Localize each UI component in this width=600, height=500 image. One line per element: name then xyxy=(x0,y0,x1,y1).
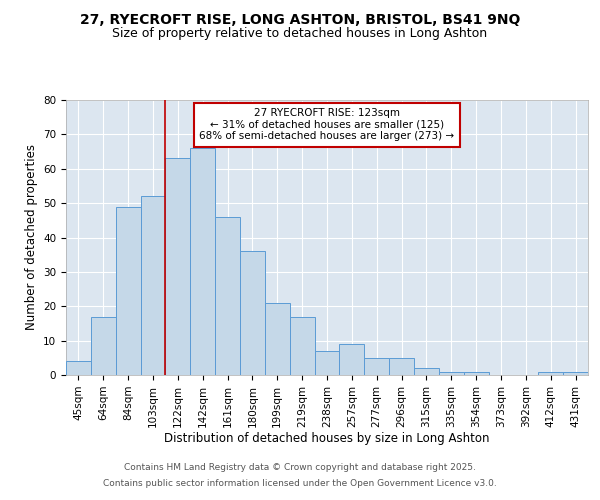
Bar xyxy=(563,372,588,375)
Bar xyxy=(290,316,314,375)
Bar xyxy=(166,158,190,375)
Text: Size of property relative to detached houses in Long Ashton: Size of property relative to detached ho… xyxy=(112,28,488,40)
Bar xyxy=(364,358,389,375)
Bar xyxy=(116,206,140,375)
X-axis label: Distribution of detached houses by size in Long Ashton: Distribution of detached houses by size … xyxy=(164,432,490,446)
Text: Contains HM Land Registry data © Crown copyright and database right 2025.: Contains HM Land Registry data © Crown c… xyxy=(124,464,476,472)
Bar xyxy=(538,372,563,375)
Bar xyxy=(240,251,265,375)
Bar xyxy=(140,196,166,375)
Y-axis label: Number of detached properties: Number of detached properties xyxy=(25,144,38,330)
Bar xyxy=(66,361,91,375)
Bar xyxy=(215,217,240,375)
Bar xyxy=(190,148,215,375)
Bar xyxy=(389,358,414,375)
Text: 27 RYECROFT RISE: 123sqm
← 31% of detached houses are smaller (125)
68% of semi-: 27 RYECROFT RISE: 123sqm ← 31% of detach… xyxy=(199,108,455,142)
Bar xyxy=(340,344,364,375)
Bar xyxy=(464,372,488,375)
Bar xyxy=(414,368,439,375)
Bar xyxy=(314,351,340,375)
Bar xyxy=(265,303,290,375)
Bar xyxy=(439,372,464,375)
Bar xyxy=(91,316,116,375)
Text: Contains public sector information licensed under the Open Government Licence v3: Contains public sector information licen… xyxy=(103,478,497,488)
Text: 27, RYECROFT RISE, LONG ASHTON, BRISTOL, BS41 9NQ: 27, RYECROFT RISE, LONG ASHTON, BRISTOL,… xyxy=(80,12,520,26)
